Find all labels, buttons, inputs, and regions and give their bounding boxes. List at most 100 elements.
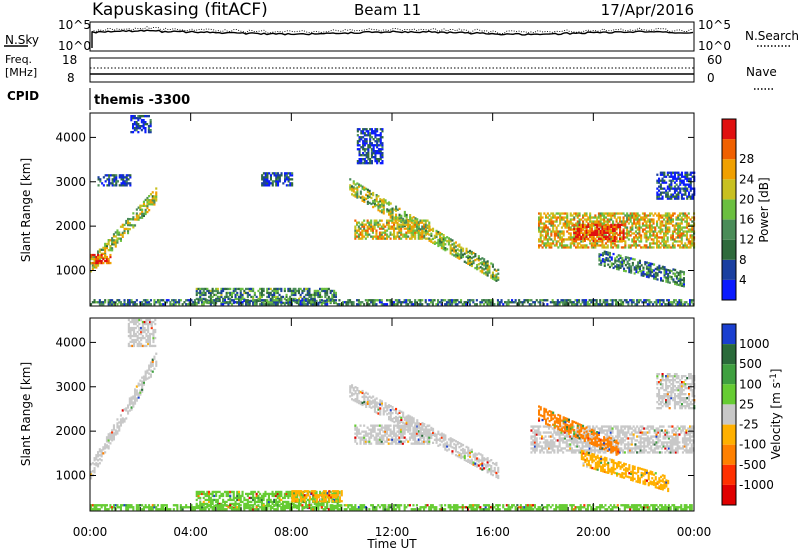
power-cell (659, 236, 662, 239)
power-cell (112, 239, 115, 242)
power-cell (137, 218, 140, 221)
velocity-cell (315, 504, 318, 508)
velocity-cell (150, 320, 153, 324)
power-cell (691, 238, 694, 241)
velocity-cell (105, 444, 108, 447)
power-cell (590, 229, 593, 232)
velocity-cell (148, 332, 151, 336)
power-cell (216, 287, 219, 291)
velocity-cell (301, 494, 304, 498)
power-cell (606, 303, 609, 306)
power-cell (477, 255, 480, 258)
power-cell (671, 230, 674, 233)
power-cell (357, 301, 360, 304)
power-cell (91, 264, 94, 267)
power-cell (638, 218, 641, 221)
power-cell (679, 280, 682, 283)
power-cell (541, 246, 544, 249)
power-cell (134, 218, 137, 221)
power-cell (359, 184, 362, 187)
power-cell (284, 176, 287, 179)
velocity-cell (359, 400, 362, 404)
power-cell (375, 299, 378, 302)
power-cell (682, 197, 685, 200)
power-cell (585, 234, 588, 237)
power-cell (659, 171, 662, 174)
power-cell (678, 303, 681, 306)
velocity-cell (370, 396, 373, 399)
velocity-cell (267, 502, 270, 506)
power-cell (115, 180, 118, 183)
power-cell (634, 222, 637, 225)
power-cell (675, 171, 678, 174)
power-cell (558, 303, 561, 306)
power-cell (617, 258, 620, 261)
power-cell (582, 238, 585, 241)
velocity-cell (199, 492, 202, 496)
velocity-cell (144, 372, 147, 375)
velocity-cell (140, 328, 143, 332)
power-cell (111, 178, 114, 181)
power-cell (610, 218, 613, 221)
power-cell (663, 242, 666, 245)
power-cell (532, 301, 535, 304)
power-cell (667, 269, 670, 272)
power-cell (566, 244, 569, 247)
power-cell (682, 187, 685, 190)
velocity-cell (232, 490, 235, 494)
power-cell (564, 212, 567, 215)
velocity-cell (141, 330, 144, 334)
power-cell (682, 189, 685, 192)
power-cell (573, 244, 576, 247)
power-cell (677, 191, 680, 194)
velocity-cell (304, 502, 307, 506)
velocity-cell (105, 436, 108, 439)
nave-tick-low: 0 (707, 71, 715, 85)
power-cell (319, 301, 322, 304)
power-cell (684, 216, 687, 219)
power-cell (108, 174, 111, 177)
power-cell (202, 291, 205, 295)
power-cell (405, 303, 408, 306)
power-cell (564, 246, 567, 249)
velocity-cell (90, 471, 93, 474)
power-cell (271, 293, 274, 297)
power-cell (135, 129, 138, 132)
power-cell (146, 202, 149, 206)
power-cell (617, 212, 620, 215)
power-cell (612, 220, 615, 223)
velocity-cell (243, 498, 246, 502)
power-cell (571, 218, 574, 221)
power-cell (657, 299, 660, 302)
power-cell (306, 299, 309, 302)
velocity-cell (111, 437, 114, 440)
velocity-cell (145, 318, 148, 322)
power-cell (615, 246, 618, 249)
power-cell (372, 201, 375, 205)
power-cell (129, 176, 132, 179)
power-cell (626, 218, 629, 221)
power-cell (384, 201, 387, 204)
power-cell (649, 264, 652, 267)
power-cell (660, 303, 663, 306)
power-cell (118, 299, 121, 302)
power-cell (439, 243, 442, 247)
power-cell (377, 195, 380, 198)
power-cell (352, 303, 355, 306)
power-cell (118, 184, 121, 187)
power-cell (118, 174, 121, 177)
power-cell (631, 232, 634, 235)
power-cell (356, 196, 359, 199)
power-cell (269, 301, 272, 304)
power-cell (319, 287, 322, 291)
power-cell (619, 212, 622, 215)
power-cell (393, 223, 396, 226)
power-cell (405, 219, 408, 222)
power-cell (691, 187, 694, 190)
power-cell (304, 297, 307, 301)
power-cell (650, 238, 653, 241)
power-cell (122, 180, 125, 183)
power-cell (278, 287, 281, 291)
power-cell (613, 232, 616, 235)
power-cell (630, 301, 633, 304)
